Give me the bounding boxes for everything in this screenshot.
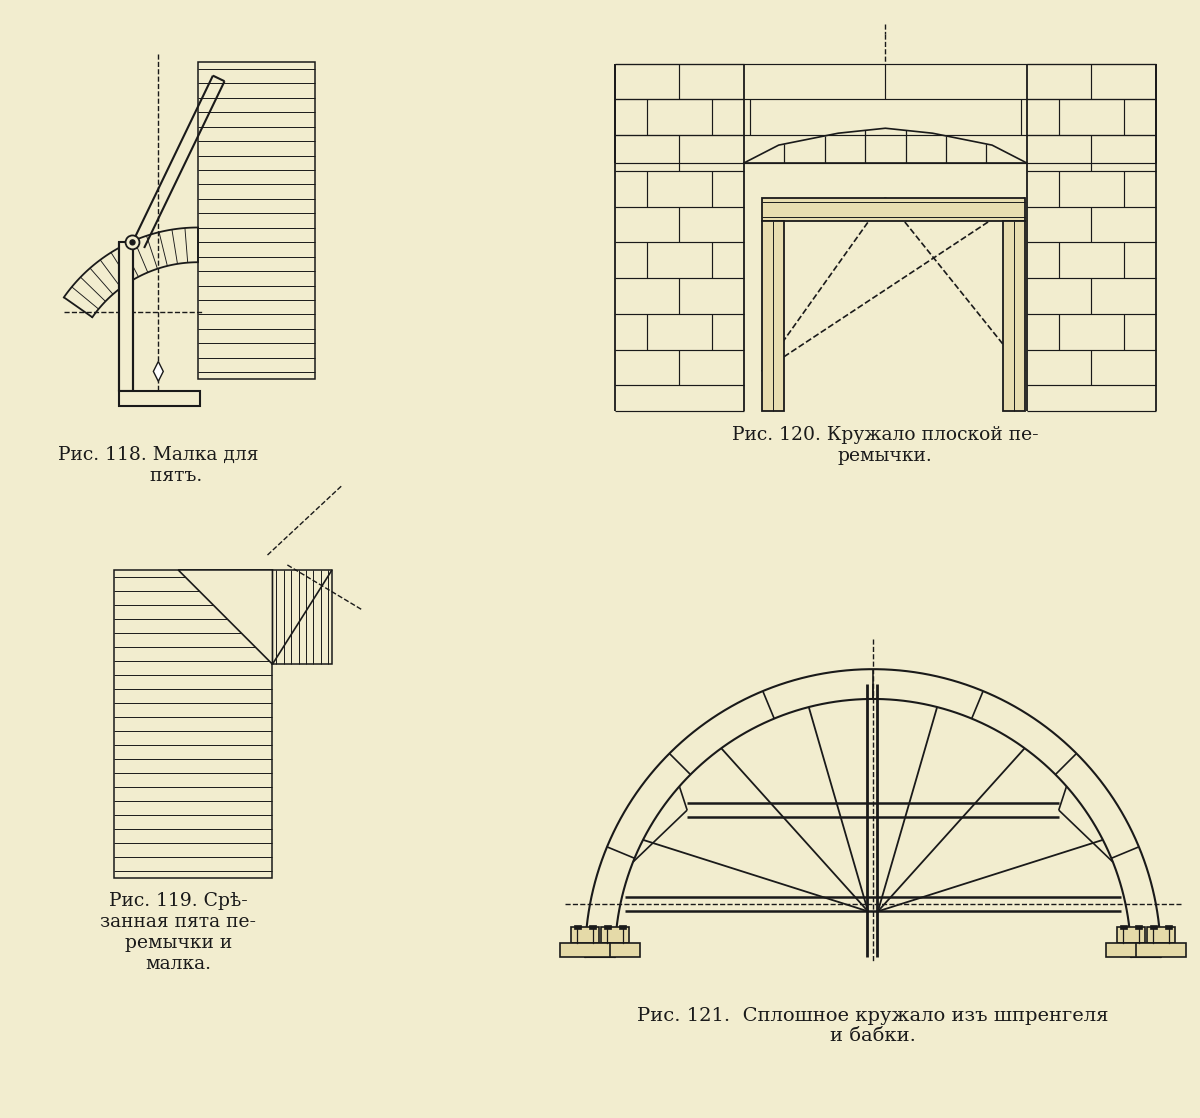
Circle shape xyxy=(126,236,139,249)
Bar xyxy=(119,243,132,391)
Bar xyxy=(571,927,599,944)
Polygon shape xyxy=(154,361,163,381)
Circle shape xyxy=(130,240,134,245)
Bar xyxy=(1147,927,1175,944)
Bar xyxy=(589,926,596,929)
Text: Рис. 121.  Сплошное кружало изъ шпренгеля
и бабки.: Рис. 121. Сплошное кружало изъ шпренгеля… xyxy=(637,1006,1109,1045)
Bar xyxy=(762,220,784,411)
Bar xyxy=(762,198,1025,220)
Bar xyxy=(590,944,640,957)
Bar xyxy=(1136,944,1186,957)
Bar xyxy=(198,61,316,379)
Bar xyxy=(574,926,581,929)
Polygon shape xyxy=(178,570,272,664)
Bar xyxy=(1117,927,1145,944)
Bar xyxy=(272,570,332,664)
Text: Рис. 118. Малка для
      пятъ.: Рис. 118. Малка для пятъ. xyxy=(58,446,258,484)
Bar xyxy=(601,927,629,944)
Text: Рис. 119. Срѣ-
занная пята пе-
ремычки и
малка.: Рис. 119. Срѣ- занная пята пе- ремычки и… xyxy=(100,892,256,973)
Bar xyxy=(604,926,611,929)
Text: Рис. 120. Кружало плоской пе-
ремычки.: Рис. 120. Кружало плоской пе- ремычки. xyxy=(732,426,1039,465)
Bar xyxy=(619,926,626,929)
Bar xyxy=(1120,926,1127,929)
Bar xyxy=(1135,926,1142,929)
Bar xyxy=(1003,220,1025,411)
Bar xyxy=(119,391,200,406)
Bar xyxy=(1106,944,1156,957)
Bar xyxy=(1165,926,1171,929)
Bar xyxy=(114,570,272,878)
Bar xyxy=(1150,926,1157,929)
Bar xyxy=(560,944,610,957)
